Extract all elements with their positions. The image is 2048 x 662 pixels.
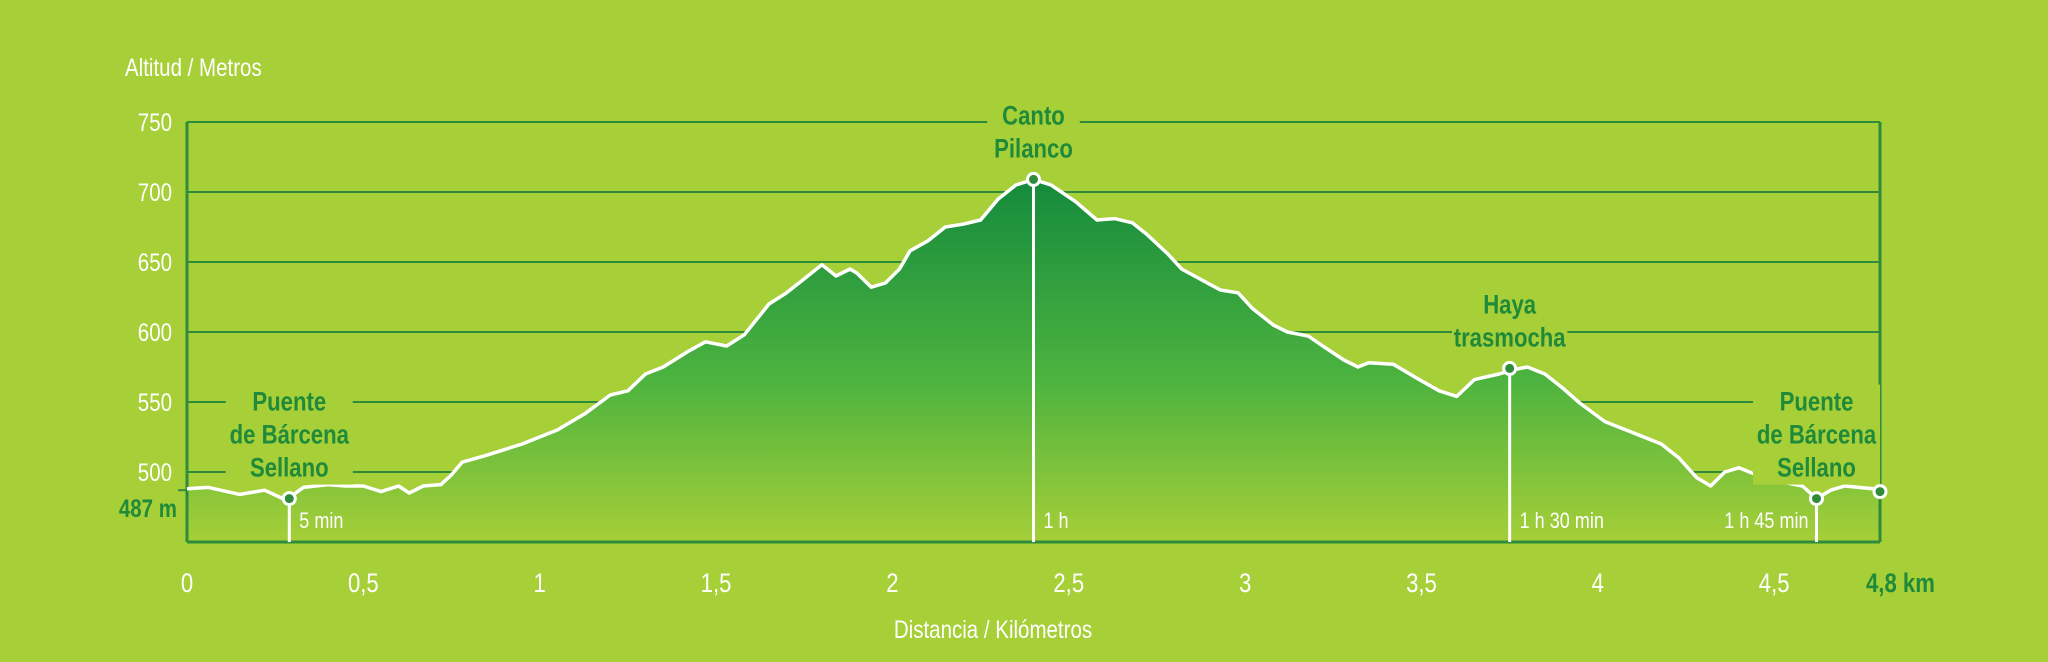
waypoint-time: 5 min xyxy=(299,509,343,533)
waypoint-marker xyxy=(1026,171,1041,187)
waypoint-name: trasmocha xyxy=(1454,323,1566,353)
x-tick-label: 4 xyxy=(1592,569,1604,599)
y-tick-label: 500 xyxy=(138,458,172,486)
waypoint-time: 1 h xyxy=(1044,509,1069,533)
waypoint-label-bg xyxy=(1753,384,1881,485)
y-tick-label: 750 xyxy=(138,108,172,136)
x-tick-label: 1,5 xyxy=(701,569,732,599)
x-tick-label: 0 xyxy=(181,569,193,599)
waypoint-time: 1 h 30 min xyxy=(1520,509,1604,533)
x-tick-label: 2 xyxy=(886,569,898,599)
waypoint-marker xyxy=(281,491,297,507)
x-axis-title: Distancia / Kilómetros xyxy=(894,615,1092,643)
waypoint-marker xyxy=(1502,360,1518,376)
waypoint-marker xyxy=(1872,484,1888,500)
waypoint-label-bg xyxy=(987,98,1080,166)
x-tick-label: 3 xyxy=(1239,569,1251,599)
x-tick-label: 3,5 xyxy=(1406,569,1437,599)
y-tick-label: 700 xyxy=(138,178,172,206)
waypoint-name: Puente xyxy=(252,388,326,418)
waypoint-name: Puente xyxy=(1780,388,1854,418)
waypoint-name: de Bárcena xyxy=(1757,421,1877,451)
y-tick-label: 600 xyxy=(138,318,172,346)
x-tick-label: 4,5 xyxy=(1759,569,1790,599)
waypoint-name: de Bárcena xyxy=(230,421,350,451)
waypoint-name: Canto xyxy=(1002,101,1065,131)
waypoint-name: Haya xyxy=(1483,290,1536,320)
waypoint-name: Pilanco xyxy=(994,134,1073,164)
y-tick-label: 550 xyxy=(138,388,172,416)
x-tick-label: 2,5 xyxy=(1053,569,1084,599)
waypoint-time: 1 h 45 min xyxy=(1724,509,1808,533)
x-tick-label: 4,8 km xyxy=(1866,569,1935,599)
waypoint-label-bg xyxy=(225,384,353,485)
x-tick-label: 1 xyxy=(534,569,546,599)
waypoint-marker xyxy=(1809,491,1825,507)
waypoint-name: Sellano xyxy=(1777,454,1856,484)
waypoint-name: Sellano xyxy=(250,454,329,484)
elevation-line xyxy=(186,177,1881,502)
y-axis-title: Altitud / Metros xyxy=(125,53,262,81)
x-tick-label: 0,5 xyxy=(348,569,379,599)
start-altitude-label: 487 m xyxy=(119,494,177,522)
waypoint-label-bg xyxy=(1451,287,1568,355)
y-tick-label: 650 xyxy=(138,248,172,276)
